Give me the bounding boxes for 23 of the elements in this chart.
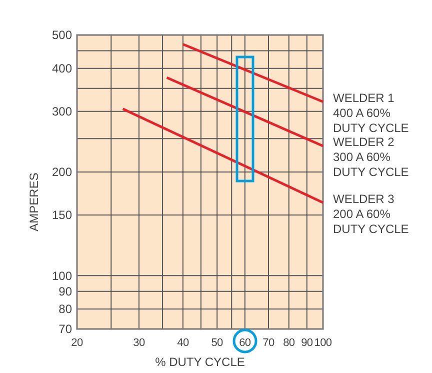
x-tick-label: 60 xyxy=(239,337,251,349)
x-tick-label: 30 xyxy=(133,337,145,349)
x-tick-label: 100 xyxy=(314,337,332,349)
x-tick-label: 50 xyxy=(211,337,224,349)
series-label: WELDER 2 300 A 60% DUTY CYCLE xyxy=(333,135,409,180)
y-tick-label: 80 xyxy=(58,302,72,316)
y-tick-label: 500 xyxy=(52,28,72,42)
y-tick-label: 70 xyxy=(58,322,72,336)
y-tick-label: 200 xyxy=(52,165,72,180)
y-tick-label: 300 xyxy=(52,104,72,119)
x-tick-label: 20 xyxy=(71,337,83,349)
series-label: WELDER 1 400 A 60% DUTY CYCLE xyxy=(333,90,409,135)
y-tick-label: 150 xyxy=(52,208,72,222)
y-tick-label: 400 xyxy=(52,62,72,76)
x-tick-label: 40 xyxy=(177,337,189,349)
x-tick-label: 90 xyxy=(301,337,313,349)
x-axis-title: % DUTY CYCLE xyxy=(155,355,245,369)
x-tick-label: 80 xyxy=(283,337,295,349)
y-tick-label: 100 xyxy=(52,268,72,283)
x-tick-label: 70 xyxy=(262,337,274,349)
y-axis-title: AMPERES xyxy=(27,172,41,232)
series-label: WELDER 3 200 A 60% DUTY CYCLE xyxy=(333,192,409,236)
y-tick-label: 90 xyxy=(58,284,72,299)
